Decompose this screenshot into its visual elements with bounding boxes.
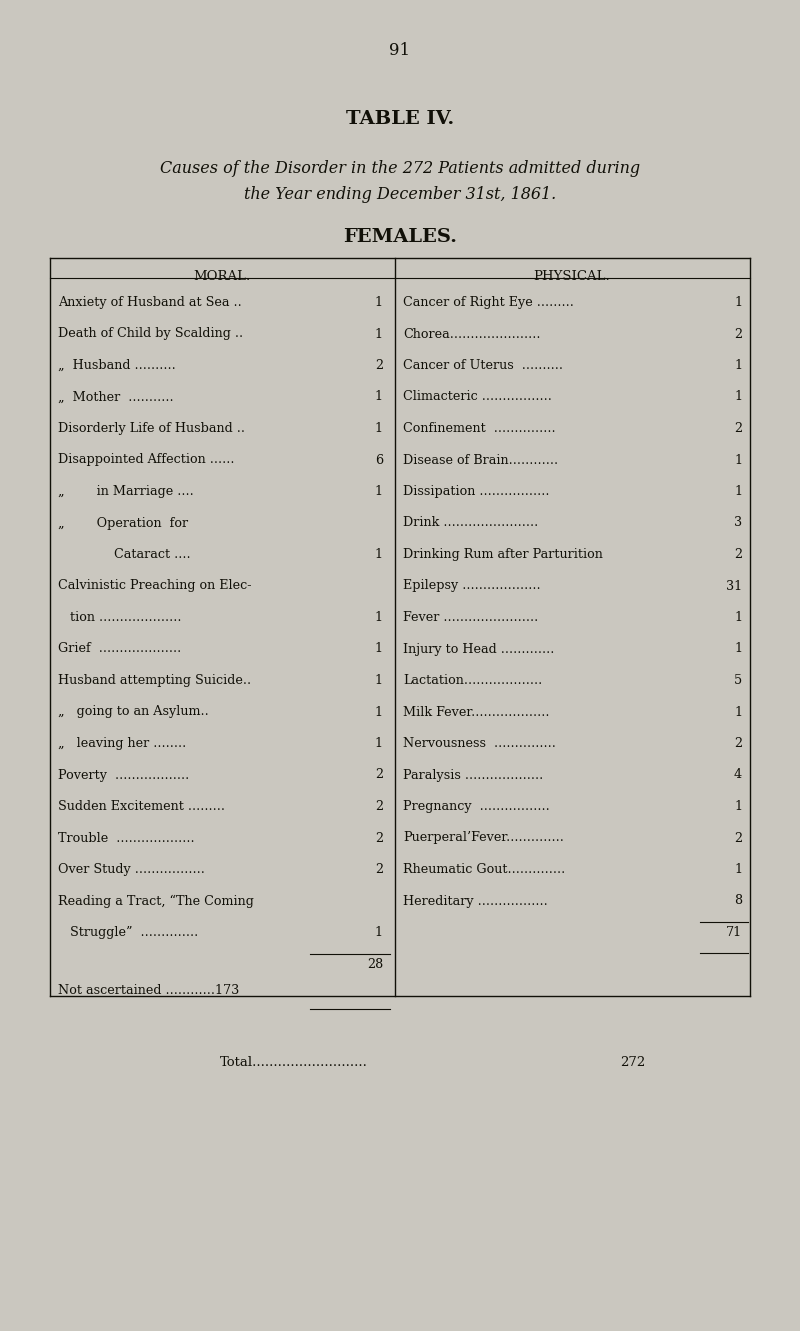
Text: Chorea......................: Chorea...................... xyxy=(403,327,541,341)
Text: „        in Marriage ....: „ in Marriage .... xyxy=(58,484,194,498)
Text: Milk Fever...................: Milk Fever................... xyxy=(403,705,550,719)
Text: 1: 1 xyxy=(375,611,383,624)
Text: TABLE IV.: TABLE IV. xyxy=(346,110,454,128)
Text: Drink .......................: Drink ....................... xyxy=(403,516,538,530)
Text: 1: 1 xyxy=(375,705,383,719)
Text: Rheumatic Gout..............: Rheumatic Gout.............. xyxy=(403,862,566,876)
Text: Disease of Brain............: Disease of Brain............ xyxy=(403,454,558,466)
Text: MORAL.: MORAL. xyxy=(194,270,250,284)
Text: Epilepsy ...................: Epilepsy ................... xyxy=(403,579,541,592)
Text: Disappointed Affection ......: Disappointed Affection ...... xyxy=(58,454,234,466)
Text: Cancer of Uterus  ..........: Cancer of Uterus .......... xyxy=(403,359,563,371)
Text: Struggle”  ..............: Struggle” .............. xyxy=(58,926,198,938)
Text: Total...........................: Total........................... xyxy=(220,1057,368,1070)
Text: Grief  ....................: Grief .................... xyxy=(58,643,182,655)
Text: Poverty  ..................: Poverty .................. xyxy=(58,768,190,781)
Text: 5: 5 xyxy=(734,673,742,687)
Text: Lactation...................: Lactation................... xyxy=(403,673,542,687)
Text: 2: 2 xyxy=(375,359,383,371)
Text: Cataract ....: Cataract .... xyxy=(58,548,190,560)
Text: 1: 1 xyxy=(734,484,742,498)
Text: 31: 31 xyxy=(726,579,742,592)
Text: 6: 6 xyxy=(375,454,383,466)
Text: Confinement  ...............: Confinement ............... xyxy=(403,422,556,435)
Text: tion ....................: tion .................... xyxy=(58,611,182,624)
Text: Not ascertained ............173: Not ascertained ............173 xyxy=(58,985,239,997)
Text: 1: 1 xyxy=(375,422,383,435)
Text: Anxiety of Husband at Sea ..: Anxiety of Husband at Sea .. xyxy=(58,295,242,309)
Text: Reading a Tract, “The Coming: Reading a Tract, “The Coming xyxy=(58,894,254,908)
Text: Cancer of Right Eye .........: Cancer of Right Eye ......... xyxy=(403,295,574,309)
Text: 2: 2 xyxy=(734,327,742,341)
Text: Causes of the Disorder in the 272 Patients admitted during: Causes of the Disorder in the 272 Patien… xyxy=(160,160,640,177)
Text: FEMALES.: FEMALES. xyxy=(343,228,457,246)
Text: 91: 91 xyxy=(390,43,410,59)
Text: Sudden Excitement .........: Sudden Excitement ......... xyxy=(58,800,225,813)
Text: Drinking Rum after Parturition: Drinking Rum after Parturition xyxy=(403,548,603,560)
Text: 1: 1 xyxy=(375,548,383,560)
Text: 2: 2 xyxy=(375,768,383,781)
Text: 2: 2 xyxy=(734,737,742,749)
Text: 1: 1 xyxy=(734,611,742,624)
Text: Pregnancy  .................: Pregnancy ................. xyxy=(403,800,550,813)
Text: 1: 1 xyxy=(734,359,742,371)
Text: 1: 1 xyxy=(734,295,742,309)
Text: Over Study .................: Over Study ................. xyxy=(58,862,205,876)
Text: 1: 1 xyxy=(734,862,742,876)
Text: 1: 1 xyxy=(734,705,742,719)
Text: „   leaving her ........: „ leaving her ........ xyxy=(58,737,186,749)
Text: 272: 272 xyxy=(620,1057,646,1070)
Text: 3: 3 xyxy=(734,516,742,530)
Text: 1: 1 xyxy=(375,327,383,341)
Text: 1: 1 xyxy=(734,390,742,403)
Text: Calvinistic Preaching on Elec-: Calvinistic Preaching on Elec- xyxy=(58,579,251,592)
Text: Disorderly Life of Husband ..: Disorderly Life of Husband .. xyxy=(58,422,245,435)
Text: PHYSICAL.: PHYSICAL. xyxy=(534,270,610,284)
Text: 1: 1 xyxy=(375,926,383,938)
Text: Paralysis ...................: Paralysis ................... xyxy=(403,768,543,781)
Text: Climacteric .................: Climacteric ................. xyxy=(403,390,552,403)
Text: 1: 1 xyxy=(734,800,742,813)
Text: Puerperal’Fever..............: Puerperal’Fever.............. xyxy=(403,832,564,844)
Text: 1: 1 xyxy=(375,295,383,309)
Text: 2: 2 xyxy=(734,422,742,435)
Text: Nervousness  ...............: Nervousness ............... xyxy=(403,737,556,749)
Text: 1: 1 xyxy=(734,643,742,655)
Text: 2: 2 xyxy=(734,832,742,844)
Text: Husband attempting Suicide..: Husband attempting Suicide.. xyxy=(58,673,251,687)
Text: „  Mother  ...........: „ Mother ........... xyxy=(58,390,174,403)
Text: 28: 28 xyxy=(366,957,383,970)
Text: 2: 2 xyxy=(375,832,383,844)
Text: 2: 2 xyxy=(734,548,742,560)
Text: 1: 1 xyxy=(375,673,383,687)
Text: Injury to Head .............: Injury to Head ............. xyxy=(403,643,554,655)
Text: „  Husband ..........: „ Husband .......... xyxy=(58,359,176,371)
Text: 1: 1 xyxy=(375,737,383,749)
Text: 1: 1 xyxy=(375,390,383,403)
Text: 8: 8 xyxy=(734,894,742,908)
Text: 1: 1 xyxy=(734,454,742,466)
Text: „        Operation  for: „ Operation for xyxy=(58,516,188,530)
Text: 4: 4 xyxy=(734,768,742,781)
Text: the Year ending December 31st, 1861.: the Year ending December 31st, 1861. xyxy=(244,186,556,204)
Text: Hereditary .................: Hereditary ................. xyxy=(403,894,548,908)
Text: „   going to an Asylum..: „ going to an Asylum.. xyxy=(58,705,209,719)
Text: Fever .......................: Fever ....................... xyxy=(403,611,538,624)
Text: Death of Child by Scalding ..: Death of Child by Scalding .. xyxy=(58,327,243,341)
Text: Trouble  ...................: Trouble ................... xyxy=(58,832,194,844)
Text: 71: 71 xyxy=(726,926,742,938)
Text: 2: 2 xyxy=(375,800,383,813)
Text: 2: 2 xyxy=(375,862,383,876)
Text: Dissipation .................: Dissipation ................. xyxy=(403,484,550,498)
Text: 1: 1 xyxy=(375,643,383,655)
Text: 1: 1 xyxy=(375,484,383,498)
